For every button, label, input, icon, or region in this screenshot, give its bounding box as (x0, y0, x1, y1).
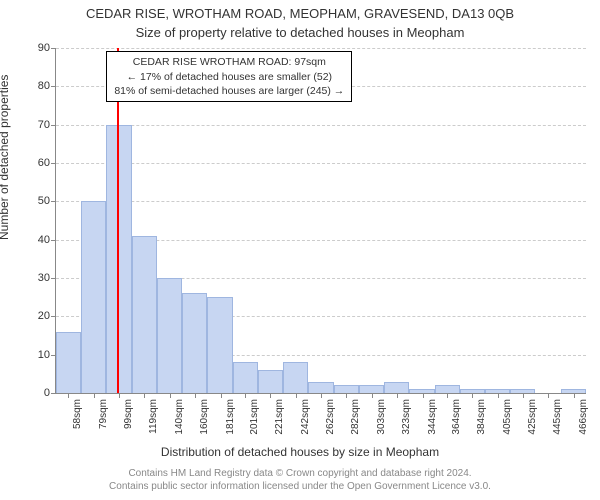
x-tick-mark (270, 393, 271, 398)
annotation-line1: CEDAR RISE WROTHAM ROAD: 97sqm (114, 55, 344, 69)
x-tick-label: 201sqm (249, 399, 260, 435)
histogram-bar (258, 370, 283, 393)
histogram-bar (106, 125, 131, 393)
x-tick-mark (346, 393, 347, 398)
x-tick-label: 160sqm (199, 399, 210, 435)
x-tick-label: 119sqm (148, 399, 159, 434)
x-tick-label: 466sqm (578, 399, 589, 435)
x-tick-label: 79sqm (98, 399, 109, 429)
attribution-text: Contains HM Land Registry data © Crown c… (0, 467, 600, 493)
x-tick-mark (498, 393, 499, 398)
histogram-bar (182, 293, 207, 393)
histogram-bar (56, 332, 81, 393)
x-tick-label: 323sqm (401, 399, 412, 435)
x-tick-label: 242sqm (300, 399, 311, 435)
x-tick-label: 221sqm (274, 399, 285, 435)
x-tick-label: 140sqm (174, 399, 185, 435)
x-tick-mark (321, 393, 322, 398)
x-tick-mark (423, 393, 424, 398)
x-tick-label: 425sqm (527, 399, 538, 435)
x-tick-mark (68, 393, 69, 398)
x-tick-mark (170, 393, 171, 398)
x-tick-mark (472, 393, 473, 398)
x-axis-label: Distribution of detached houses by size … (0, 445, 600, 459)
y-tick-label: 50 (38, 195, 56, 207)
x-tick-mark (447, 393, 448, 398)
x-tick-label: 405sqm (502, 399, 513, 435)
y-tick-label: 10 (38, 349, 56, 361)
x-tick-mark (94, 393, 95, 398)
x-tick-label: 181sqm (225, 399, 236, 435)
y-tick-label: 90 (38, 42, 56, 54)
histogram-bar (384, 382, 409, 394)
x-tick-label: 445sqm (552, 399, 563, 435)
x-tick-mark (144, 393, 145, 398)
x-tick-label: 364sqm (451, 399, 462, 435)
x-tick-label: 344sqm (427, 399, 438, 435)
chart-plot-area: 010203040506070809058sqm79sqm99sqm119sqm… (55, 48, 586, 394)
x-tick-label: 303sqm (376, 399, 387, 435)
annotation-callout: CEDAR RISE WROTHAM ROAD: 97sqm← 17% of d… (106, 51, 352, 102)
x-tick-mark (372, 393, 373, 398)
histogram-bar (359, 385, 384, 393)
histogram-bar (334, 385, 359, 393)
x-tick-label: 58sqm (72, 399, 83, 429)
histogram-bar (207, 297, 232, 393)
histogram-bar (132, 236, 157, 393)
x-tick-mark (548, 393, 549, 398)
x-tick-mark (245, 393, 246, 398)
gridline (56, 201, 586, 202)
histogram-bar (308, 382, 333, 394)
x-tick-mark (221, 393, 222, 398)
y-tick-label: 60 (38, 157, 56, 169)
x-tick-label: 99sqm (123, 399, 134, 429)
histogram-bar (81, 201, 106, 393)
x-tick-label: 282sqm (350, 399, 361, 435)
x-tick-mark (523, 393, 524, 398)
y-tick-label: 40 (38, 234, 56, 246)
gridline (56, 163, 586, 164)
x-tick-mark (119, 393, 120, 398)
histogram-bar (283, 362, 308, 393)
y-tick-label: 80 (38, 80, 56, 92)
x-tick-label: 384sqm (476, 399, 487, 435)
x-tick-mark (296, 393, 297, 398)
chart-title-line2: Size of property relative to detached ho… (0, 25, 600, 40)
x-tick-mark (574, 393, 575, 398)
y-tick-label: 70 (38, 119, 56, 131)
histogram-bar (233, 362, 258, 393)
annotation-line2: ← 17% of detached houses are smaller (52… (114, 70, 344, 84)
histogram-bar (435, 385, 460, 393)
x-tick-mark (195, 393, 196, 398)
y-axis-label: Number of detached properties (0, 75, 11, 240)
histogram-bar (157, 278, 182, 393)
attribution-line1: Contains HM Land Registry data © Crown c… (128, 468, 471, 479)
y-tick-label: 0 (44, 387, 56, 399)
y-tick-label: 20 (38, 310, 56, 322)
gridline (56, 48, 586, 49)
gridline (56, 125, 586, 126)
x-tick-mark (397, 393, 398, 398)
x-tick-label: 262sqm (325, 399, 336, 435)
chart-title-line1: CEDAR RISE, WROTHAM ROAD, MEOPHAM, GRAVE… (0, 6, 600, 21)
attribution-line2: Contains public sector information licen… (109, 481, 491, 492)
annotation-line3: 81% of semi-detached houses are larger (… (114, 84, 344, 98)
y-tick-label: 30 (38, 272, 56, 284)
